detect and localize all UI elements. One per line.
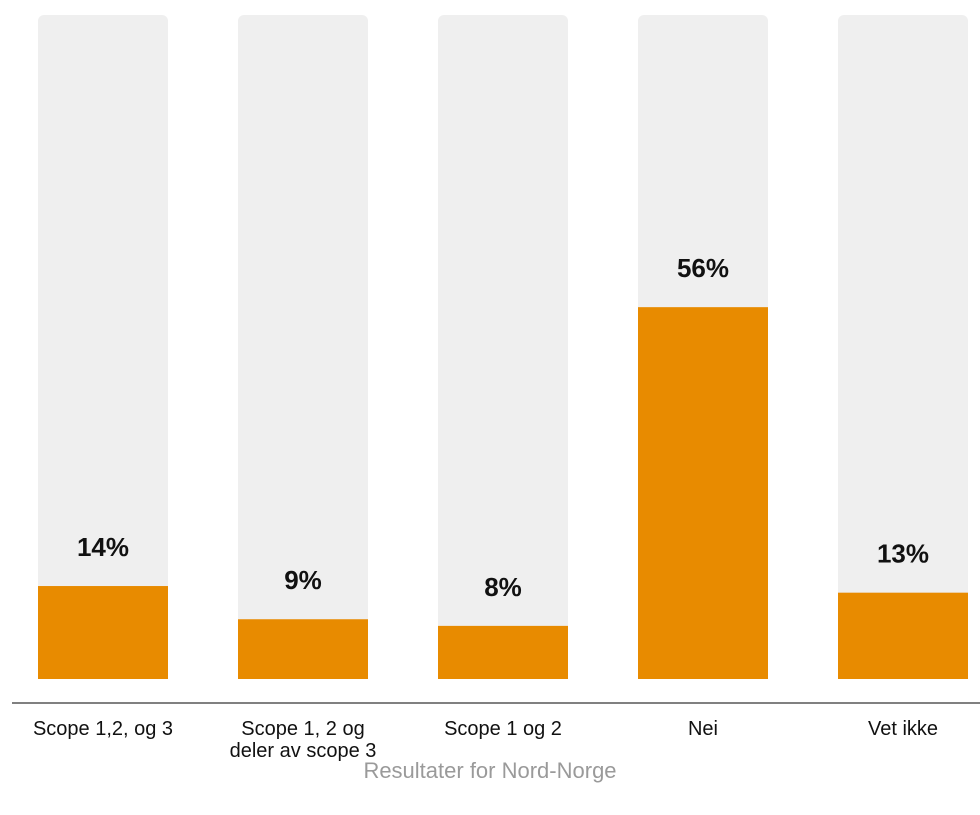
bar-group: 13% Vet ikke [838, 15, 968, 740]
bar [638, 307, 768, 679]
data-label: 8% [484, 572, 522, 602]
x-tick-label: Vet ikke [868, 718, 938, 740]
bar [238, 619, 368, 679]
x-tick-label-line: Scope 1, 2 og [241, 718, 364, 740]
bar [38, 586, 168, 679]
bar [438, 625, 568, 679]
data-label: 56% [677, 253, 729, 283]
x-tick-label: Scope 1 og 2 [444, 718, 562, 740]
x-tick-label-line: Nei [688, 718, 718, 740]
data-label: 13% [877, 539, 929, 569]
bar-group: 56% Nei [638, 15, 768, 740]
x-tick-label-line: Scope 1,2, og 3 [33, 718, 173, 740]
x-tick-label-line: deler av scope 3 [230, 740, 377, 762]
x-tick-label-line: Scope 1 og 2 [444, 718, 562, 740]
x-tick-label-line: Vet ikke [868, 718, 938, 740]
data-label: 9% [284, 565, 322, 595]
bar-group: 14% Scope 1,2, og 3 [33, 15, 173, 740]
chart-caption: Resultater for Nord-Norge [363, 758, 617, 783]
x-tick-label: Nei [688, 718, 718, 740]
bar-group: 9% Scope 1, 2 og deler av scope 3 [230, 15, 377, 762]
x-tick-label: Scope 1, 2 og deler av scope 3 [230, 718, 377, 762]
bar [838, 592, 968, 679]
bar-track [438, 15, 568, 679]
bar-track [838, 15, 968, 679]
data-label: 14% [77, 532, 129, 562]
bar-group: 8% Scope 1 og 2 [438, 15, 568, 740]
bar-track [238, 15, 368, 679]
x-tick-label: Scope 1,2, og 3 [33, 718, 173, 740]
bar-track [38, 15, 168, 679]
